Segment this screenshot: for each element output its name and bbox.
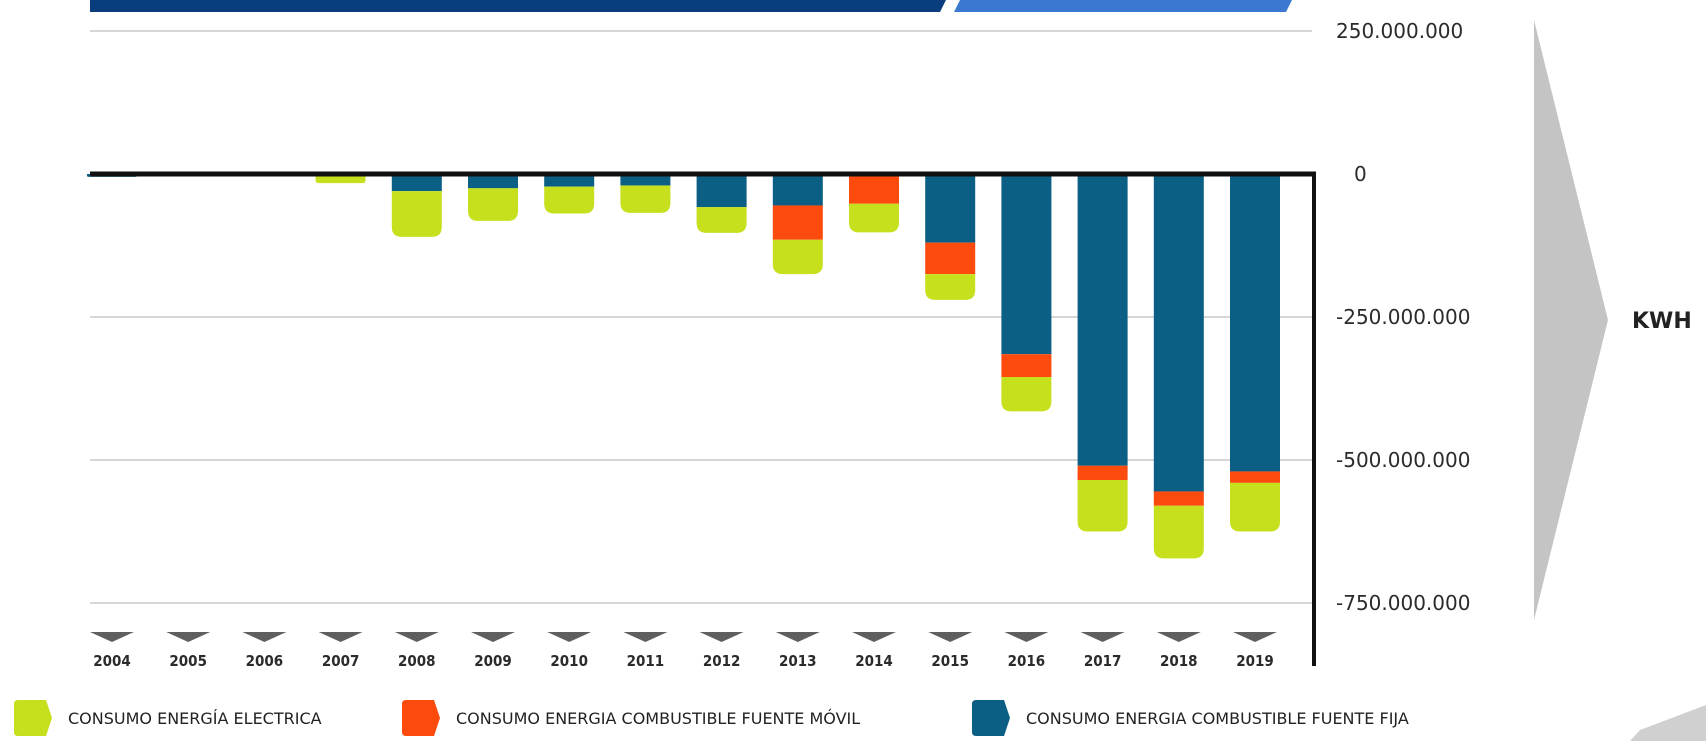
x-tick-label: 2005 [169, 652, 207, 670]
y-tick-label: -500.000.000 [1336, 448, 1470, 472]
bar-segment [1153, 174, 1204, 492]
x-tick-label: 2015 [931, 652, 969, 670]
year-marker-icon [928, 632, 973, 642]
gridlines [90, 30, 1312, 604]
x-tick-label: 2016 [1008, 652, 1046, 670]
x-tick-label: 2010 [550, 652, 588, 670]
bar-segment [391, 191, 442, 237]
y-tick-label: -250.000.000 [1336, 305, 1470, 329]
y-tick-label: 0 [1354, 162, 1367, 186]
legend-label: CONSUMO ENERGÍA ELECTRICA [68, 709, 322, 728]
year-marker-icon [699, 632, 744, 642]
bar-segment [1230, 471, 1280, 483]
year-marker-icon [242, 632, 287, 642]
x-tick-label: 2013 [779, 652, 817, 670]
year-marker-icon [394, 632, 439, 642]
bar-segment [1153, 505, 1204, 559]
corner-shape [1630, 705, 1706, 741]
bars [87, 174, 1280, 559]
bar-segment [620, 185, 671, 213]
x-tick-label: 2011 [627, 652, 665, 670]
year-markers [90, 632, 1277, 642]
header-bar-dark [90, 0, 946, 12]
bar-segment [468, 188, 518, 221]
bar-segment [772, 174, 823, 206]
year-marker-icon [1156, 632, 1201, 642]
bar-segment [925, 174, 976, 243]
legend: CONSUMO ENERGÍA ELECTRICA CONSUMO ENERGIA… [14, 700, 1409, 736]
unit-label: KWH [1632, 309, 1692, 334]
year-marker-icon [318, 632, 363, 642]
x-tick-label: 2019 [1236, 652, 1274, 670]
bar-segment [849, 175, 899, 204]
bar-segment [620, 174, 671, 186]
x-tick-label: 2018 [1160, 652, 1198, 670]
bar-segment [696, 174, 747, 208]
bar-segment [1077, 480, 1128, 532]
bar-segment [1001, 174, 1052, 355]
legend-swatch [972, 700, 1010, 736]
x-tick-label: 2008 [398, 652, 436, 670]
year-marker-icon [623, 632, 668, 642]
bar-segment [772, 239, 823, 275]
year-marker-icon [775, 632, 820, 642]
x-tick-label: 2006 [246, 652, 284, 670]
legend-swatch [402, 700, 440, 736]
bar-segment [315, 176, 366, 184]
year-marker-icon [547, 632, 592, 642]
year-marker-icon [90, 632, 134, 642]
bar-segment [772, 205, 823, 240]
year-marker-icon [1004, 632, 1049, 642]
legend-swatch [14, 700, 52, 736]
x-tick-label: 2009 [474, 652, 512, 670]
bar-segment [544, 186, 595, 214]
bar-segment [1077, 174, 1128, 466]
legend-label: CONSUMO ENERGIA COMBUSTIBLE FUENTE MÓVIL [456, 709, 860, 728]
header-bar-light [954, 0, 1292, 12]
bar-segment [1001, 354, 1052, 378]
bar-segment [1001, 377, 1052, 412]
y-tick-label: 250.000.000 [1336, 19, 1463, 43]
year-marker-icon [852, 632, 896, 642]
y-tick-label: -750.000.000 [1336, 591, 1470, 615]
x-axis-labels: 2004 2005 2006 2007 2008 2009 2010 2011 2012 2013… [93, 652, 1274, 670]
year-marker-icon [1080, 632, 1125, 642]
arrow-shape [1534, 20, 1608, 620]
bar-segment [925, 242, 976, 275]
year-marker-icon [471, 632, 515, 642]
y-axis-ticks: 250.000.000 0 -250.000.000 -500.000.000 -750… [1336, 19, 1470, 615]
bar-segment [1077, 465, 1128, 481]
x-tick-label: 2012 [703, 652, 741, 670]
bar-segment [849, 203, 899, 233]
x-tick-label: 2004 [93, 652, 131, 670]
bar-segment [391, 174, 442, 192]
bar-segment [544, 174, 595, 187]
bar-segment [468, 174, 518, 189]
bar-segment [696, 207, 747, 233]
year-marker-icon [1233, 632, 1277, 642]
x-tick-label: 2017 [1084, 652, 1122, 670]
x-tick-label: 2014 [855, 652, 893, 670]
bar-segment [1230, 482, 1280, 532]
x-tick-label: 2007 [322, 652, 360, 670]
bar-segment [1230, 174, 1280, 472]
bar-segment [925, 274, 976, 300]
bar-segment [1153, 491, 1204, 506]
legend-label: CONSUMO ENERGIA COMBUSTIBLE FUENTE FIJA [1026, 709, 1409, 728]
year-marker-icon [166, 632, 211, 642]
